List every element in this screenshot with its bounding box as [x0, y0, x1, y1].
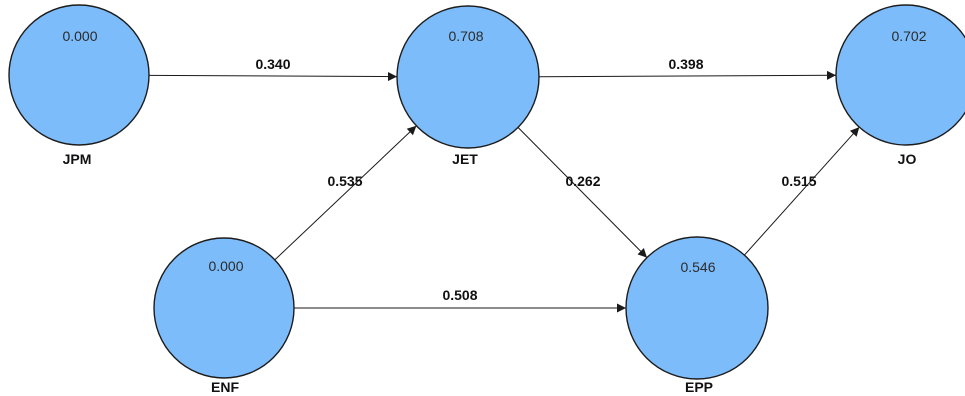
node-jpm[interactable] [8, 4, 150, 146]
edge-label-jpm-jet: 0.340 [255, 56, 290, 72]
edge-label-jet-epp: 0.262 [565, 173, 600, 189]
node-value-jet: 0.708 [448, 28, 483, 44]
edge-label-epp-jo: 0.515 [781, 173, 816, 189]
node-value-jpm: 0.000 [62, 28, 97, 44]
edge-jpm-jet [148, 72, 398, 82]
node-jet[interactable] [396, 5, 540, 149]
node-values-group: 0.000 0.708 0.702 0.000 0.546 [62, 28, 926, 275]
node-epp[interactable] [625, 236, 769, 380]
edge-jet-epp [517, 127, 648, 258]
node-jo[interactable] [835, 4, 965, 146]
edge-label-enf-epp: 0.508 [442, 287, 477, 303]
node-label-enf: ENF [211, 379, 239, 395]
nodes-group [8, 4, 965, 380]
edge-label-jet-jo: 0.398 [668, 56, 703, 72]
node-value-jo: 0.702 [891, 28, 926, 44]
node-labels-group: JPM JET JO ENF EPP [63, 151, 917, 395]
node-enf[interactable] [153, 237, 295, 379]
edge-enf-jet [274, 125, 417, 261]
edge-label-enf-jet: 0.535 [327, 173, 362, 189]
node-value-epp: 0.546 [680, 259, 715, 275]
node-label-jo: JO [898, 151, 917, 167]
node-label-epp: EPP [685, 379, 713, 395]
edge-epp-jo [744, 126, 860, 256]
edge-labels-group: 0.340 0.398 0.535 0.262 0.515 0.508 [255, 56, 816, 303]
node-label-jet: JET [452, 151, 478, 167]
edge-jet-jo [538, 70, 837, 80]
node-value-enf: 0.000 [208, 258, 243, 274]
edges-group [148, 70, 860, 313]
node-label-jpm: JPM [63, 151, 92, 167]
